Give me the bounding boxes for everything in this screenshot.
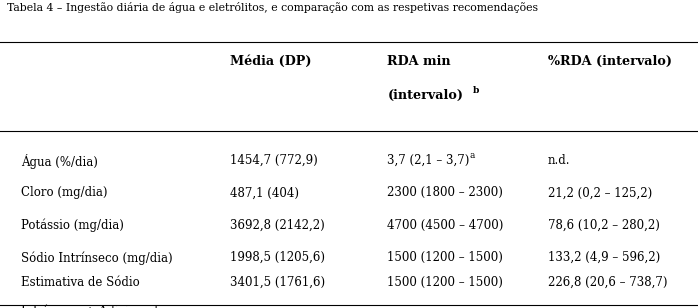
- Text: b: b: [473, 86, 479, 95]
- Text: 2300 (1800 – 2300): 2300 (1800 – 2300): [387, 186, 503, 199]
- Text: Média (DP): Média (DP): [230, 55, 312, 68]
- Text: 1998,5 (1205,6): 1998,5 (1205,6): [230, 251, 325, 264]
- Text: 133,2 (4,9 – 596,2): 133,2 (4,9 – 596,2): [548, 251, 660, 264]
- Text: 3692,8 (2142,2): 3692,8 (2142,2): [230, 219, 325, 232]
- Text: Intrínseco + Adicionado na: Intrínseco + Adicionado na: [21, 305, 184, 308]
- Text: 1500 (1200 – 1500): 1500 (1200 – 1500): [387, 251, 503, 264]
- Text: 78,6 (10,2 – 280,2): 78,6 (10,2 – 280,2): [548, 219, 660, 232]
- Text: %RDA (intervalo): %RDA (intervalo): [548, 55, 672, 68]
- Text: Cloro (mg/dia): Cloro (mg/dia): [21, 186, 107, 199]
- Text: 226,8 (20,6 – 738,7): 226,8 (20,6 – 738,7): [548, 276, 667, 289]
- Text: Tabela 4 – Ingestão diária de água e eletrólitos, e comparação com as respetivas: Tabela 4 – Ingestão diária de água e ele…: [7, 2, 538, 13]
- Text: 1500 (1200 – 1500): 1500 (1200 – 1500): [387, 276, 503, 289]
- Text: Potássio (mg/dia): Potássio (mg/dia): [21, 219, 124, 232]
- Text: Estimativa de Sódio: Estimativa de Sódio: [21, 276, 140, 289]
- Text: n.d.: n.d.: [548, 154, 570, 167]
- Text: 4700 (4500 – 4700): 4700 (4500 – 4700): [387, 219, 504, 232]
- Text: Sódio Intrínseco (mg/dia): Sódio Intrínseco (mg/dia): [21, 251, 172, 265]
- Text: a: a: [470, 151, 475, 160]
- Text: 487,1 (404): 487,1 (404): [230, 186, 299, 199]
- Text: 21,2 (0,2 – 125,2): 21,2 (0,2 – 125,2): [548, 186, 652, 199]
- Text: Água (%/dia): Água (%/dia): [21, 154, 98, 169]
- Text: 1454,7 (772,9): 1454,7 (772,9): [230, 154, 318, 167]
- Text: (intervalo): (intervalo): [387, 89, 463, 102]
- Text: 3401,5 (1761,6): 3401,5 (1761,6): [230, 276, 325, 289]
- Text: 3,7 (2,1 – 3,7): 3,7 (2,1 – 3,7): [387, 154, 470, 167]
- Text: RDA min: RDA min: [387, 55, 451, 68]
